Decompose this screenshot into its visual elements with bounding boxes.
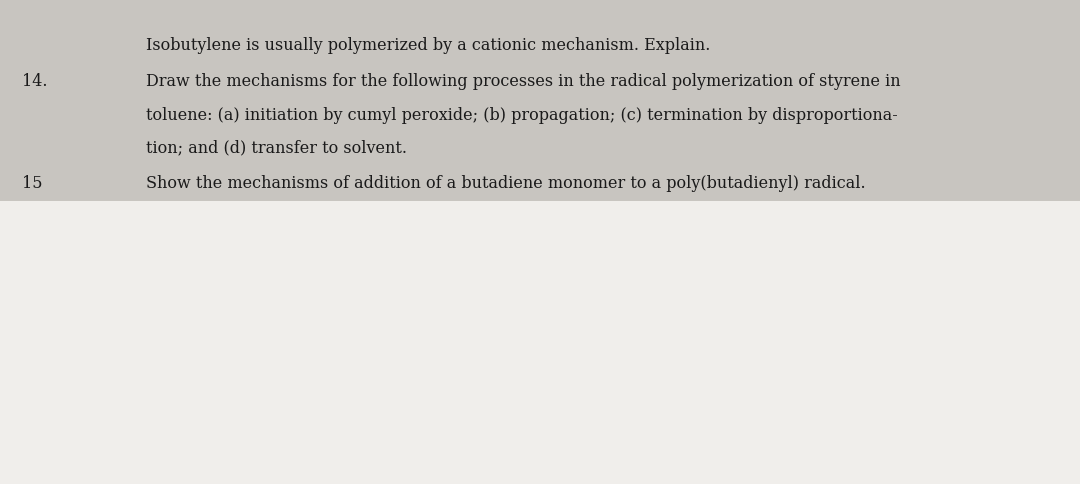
Text: Draw the mechanisms for the following processes in the radical polymerization of: Draw the mechanisms for the following pr… — [146, 74, 901, 91]
Text: toluene: (a) initiation by cumyl peroxide; (b) propagation; (c) termination by d: toluene: (a) initiation by cumyl peroxid… — [146, 106, 897, 123]
Bar — [0, 0, 1080, 201]
Text: Show the mechanisms of addition of a butadiene monomer to a poly(butadienyl) rad: Show the mechanisms of addition of a but… — [146, 176, 865, 193]
Text: Isobutylene is usually polymerized by a cationic mechanism. Explain.: Isobutylene is usually polymerized by a … — [146, 36, 711, 54]
Text: 15: 15 — [22, 176, 42, 193]
Text: tion; and (d) transfer to solvent.: tion; and (d) transfer to solvent. — [146, 139, 407, 156]
Text: 14.: 14. — [22, 74, 48, 91]
